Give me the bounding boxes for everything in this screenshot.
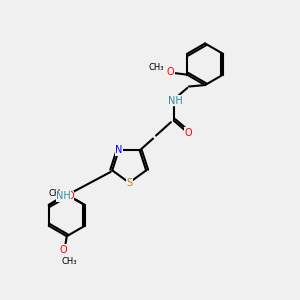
Text: CH₃: CH₃: [149, 63, 164, 72]
Text: O: O: [167, 67, 175, 77]
Text: O: O: [184, 128, 192, 138]
Text: CH₃: CH₃: [62, 257, 77, 266]
Text: NH: NH: [56, 191, 71, 201]
Text: S: S: [126, 178, 132, 188]
Text: N: N: [115, 146, 122, 155]
Text: O: O: [66, 191, 74, 201]
Text: NH: NH: [168, 96, 183, 106]
Text: O: O: [60, 244, 68, 255]
Text: CH₃: CH₃: [49, 189, 64, 198]
